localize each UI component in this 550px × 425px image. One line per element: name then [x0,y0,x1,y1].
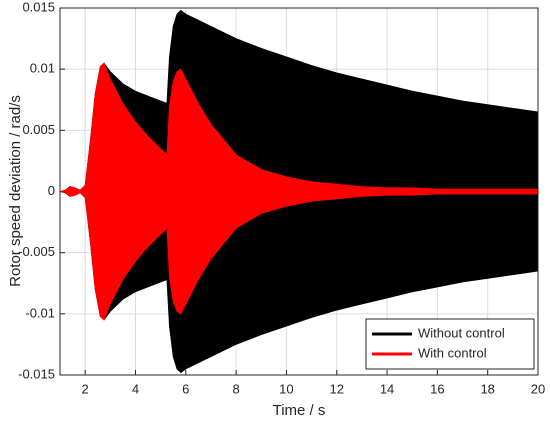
x-tick-label: 14 [380,381,394,396]
x-axis-label: Time / s [273,402,326,419]
legend-label: With control [418,345,487,360]
x-tick-label: 20 [531,381,545,396]
x-tick-label: 4 [132,381,139,396]
x-tick-label: 2 [82,381,89,396]
y-tick-label: 0 [48,183,55,198]
x-tick-label: 10 [279,381,293,396]
x-tick-label: 6 [182,381,189,396]
y-axis-label: Rotor speed deviation / rad/s [7,95,24,287]
legend-label: Without control [418,325,505,340]
y-tick-label: 0.01 [30,61,55,76]
x-tick-label: 16 [430,381,444,396]
x-tick-label: 18 [480,381,494,396]
x-tick-label: 12 [330,381,344,396]
y-tick-label: 0.005 [22,122,55,137]
legend-box [365,318,535,370]
y-tick-label: -0.005 [18,244,55,259]
y-tick-label: -0.015 [18,366,55,381]
plot-frame [59,7,539,376]
x-tick-label: 8 [232,381,239,396]
y-tick-label: -0.01 [25,305,55,320]
y-tick-label: 0.015 [22,0,55,14]
